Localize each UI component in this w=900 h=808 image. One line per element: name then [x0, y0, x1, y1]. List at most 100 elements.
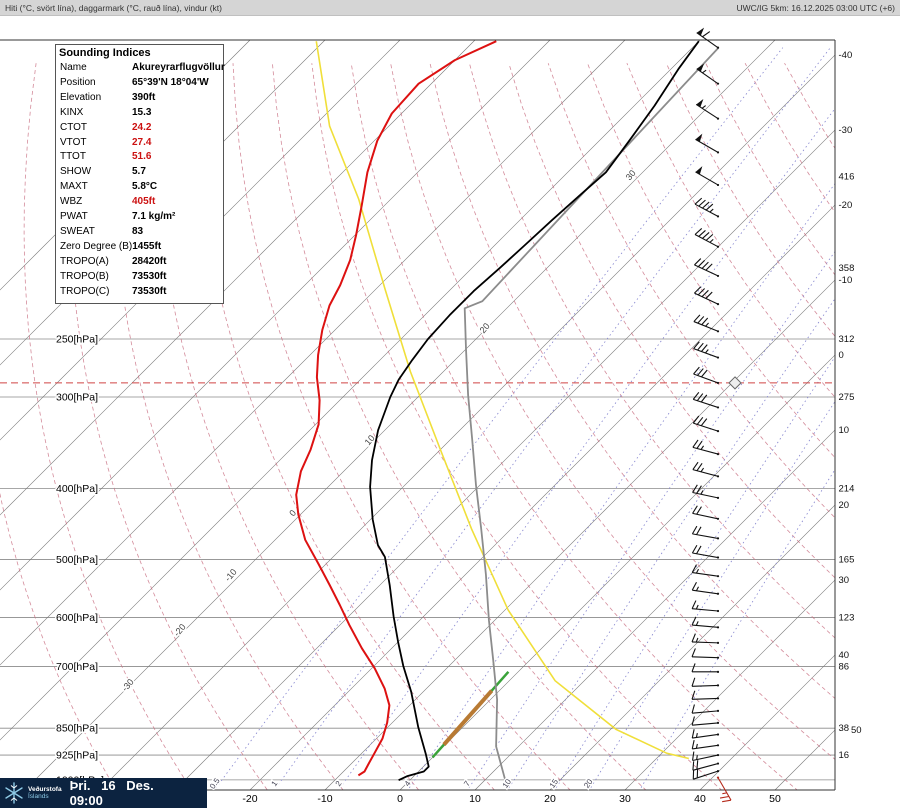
index-label: PWAT: [60, 211, 88, 223]
right-height-label: 165: [839, 554, 855, 565]
index-label: Elevation: [60, 91, 102, 103]
wind-barb: [694, 228, 720, 248]
index-value: 24.2: [132, 121, 152, 133]
index-row-TROPO-A-: TROPO(A) 28420ft: [56, 255, 223, 270]
right-temp-label: -10: [839, 275, 853, 286]
index-value: 7.1 kg/m²: [132, 211, 176, 223]
wind-barb: [693, 314, 720, 333]
index-value: 27.4: [132, 136, 152, 148]
wind-barb: [691, 544, 720, 559]
right-temp-label: -20: [839, 200, 853, 211]
index-label: Zero Degree (B): [60, 240, 133, 252]
indices-title: Sounding Indices: [59, 47, 151, 59]
index-row-SHOW: SHOW 5.7: [56, 165, 223, 180]
bottom-temp-label: 0: [397, 793, 403, 805]
pressure-axis-label: 300[hPa]: [56, 392, 98, 404]
index-value: 15.3: [132, 106, 152, 118]
index-row-WBZ: WBZ 405ft: [56, 195, 223, 210]
wind-barb: [691, 525, 720, 540]
wind-barb: [691, 716, 720, 726]
footer-date: Þri. 16 Des.: [69, 778, 154, 793]
lifted-segment-core: [442, 689, 494, 746]
right-temp-label: 10: [839, 425, 850, 436]
index-row-KINX: KINX 15.3: [56, 106, 223, 121]
wind-barb: [691, 739, 720, 750]
bottom-temp-label: 50: [769, 793, 781, 805]
right-temp-label: -30: [839, 125, 853, 136]
index-value: 5.8°C: [132, 181, 158, 193]
tropopause-marker-icon: [728, 376, 742, 390]
right-height-label: 123: [839, 612, 855, 623]
wind-barb: [691, 581, 720, 595]
dry-adiabat-lines: [0, 63, 835, 790]
wind-barb: [692, 484, 720, 499]
wind-barb: [691, 616, 720, 629]
index-value: 73530ft: [132, 270, 167, 282]
right-height-label: 275: [839, 392, 855, 403]
wind-barb: [692, 505, 720, 520]
right-temp-label: 40: [839, 650, 850, 661]
index-row-TROPO-B-: TROPO(B) 73530ft: [56, 270, 223, 285]
index-label: VTOT: [60, 136, 87, 148]
wind-barb: [691, 564, 720, 578]
wind-barb: [693, 366, 720, 385]
index-label: TROPO(A): [60, 255, 109, 267]
aux-yellow-curve: [315, 41, 689, 760]
index-row-TTOT: TTOT 51.6: [56, 150, 223, 165]
logo-line1: Veðurstofa: [28, 786, 62, 793]
wind-barb: [691, 704, 720, 714]
wind-barb: [692, 439, 720, 456]
right-temp-label: -40: [839, 50, 853, 61]
footer-datetime: Þri. 16 Des. 09:00: [70, 778, 154, 808]
temperature-curve: [369, 40, 700, 782]
right-height-label: 358: [839, 263, 855, 274]
index-row-CTOT: CTOT 24.2: [56, 121, 223, 136]
index-value: 390ft: [132, 91, 156, 103]
right-height-label: 16: [839, 750, 850, 761]
wind-barb: [693, 341, 720, 359]
index-label: WBZ: [60, 196, 83, 208]
index-value: 73530ft: [132, 285, 167, 297]
index-label: TTOT: [60, 151, 86, 163]
wind-barb: [692, 768, 720, 780]
wind-barb: [696, 27, 720, 49]
dewpoint-curve: [295, 40, 497, 777]
index-value: Akureyrarflugvöllur: [132, 62, 225, 73]
wind-barb: [696, 63, 720, 85]
wind-barb: [695, 166, 720, 187]
index-value: 405ft: [132, 196, 156, 208]
pressure-axis-label: 600[hPa]: [56, 612, 98, 624]
index-value: 51.6: [132, 151, 152, 163]
index-label: SWEAT: [60, 225, 95, 237]
pressure-axis-label: 850[hPa]: [56, 723, 98, 735]
index-row-TROPO-C-: TROPO(C) 73530ft: [56, 285, 223, 300]
parcel-curve: [463, 46, 720, 783]
pressure-axis-label: 400[hPa]: [56, 483, 98, 495]
indices-rows: Name Akureyrarflugvöllur Position 65°39'N 1…: [56, 61, 225, 300]
wind-barb: [716, 776, 732, 803]
wind-barb: [692, 461, 720, 478]
pressure-axis-label: 250[hPa]: [56, 334, 98, 346]
bottom-temp-label: 10: [469, 793, 481, 805]
right-height-label: 312: [839, 334, 855, 345]
index-label: CTOT: [60, 121, 88, 133]
index-value: 5.7: [132, 166, 146, 178]
index-row-Zero-Degree-B-: Zero Degree (B) 1455ft: [56, 240, 223, 255]
wind-barb: [691, 663, 720, 673]
right-height-label: 214: [839, 483, 855, 494]
index-value: 83: [132, 225, 144, 237]
wind-barb: [694, 197, 720, 218]
datetime-footer: Veðurstofa Íslands Þri. 16 Des. 09:00: [0, 778, 207, 808]
snowflake-icon: [5, 782, 23, 804]
pressure-axis-label: 700[hPa]: [56, 661, 98, 673]
index-label: TROPO(C): [60, 285, 110, 297]
index-label: MAXT: [60, 181, 88, 193]
pressure-axis-label: 925[hPa]: [56, 750, 98, 762]
vedurstofa-logo: Veðurstofa Íslands: [0, 778, 62, 805]
index-label: KINX: [60, 106, 84, 118]
wind-barb: [691, 633, 720, 644]
wind-barb: [691, 677, 720, 687]
bottom-temp-label: 30: [619, 793, 631, 805]
wind-barb-column: [691, 27, 732, 803]
